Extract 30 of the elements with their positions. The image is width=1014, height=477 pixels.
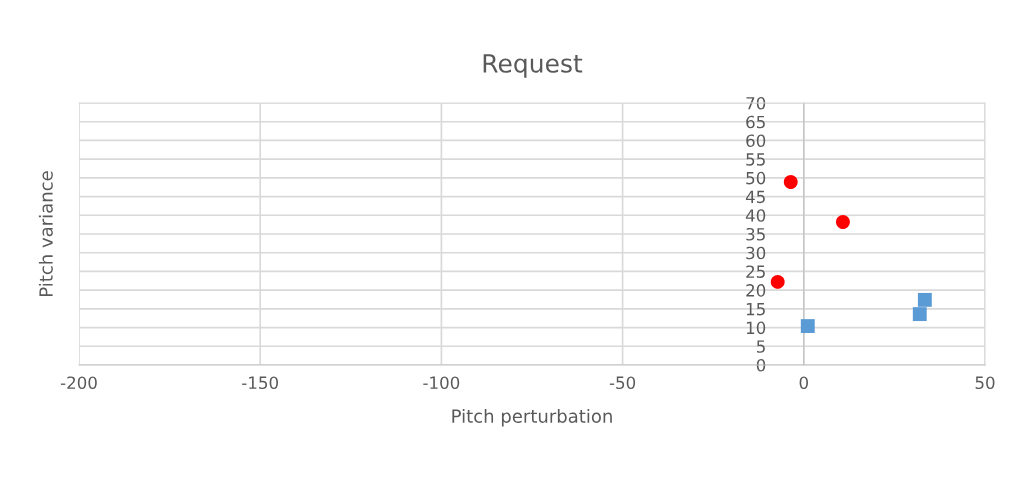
y-tick-label: 20 — [746, 284, 766, 297]
chart-title: Request — [483, 54, 583, 78]
point — [917, 292, 932, 307]
y-axis-title: Pitch variance — [38, 171, 53, 296]
x-tick-label: -50 — [609, 376, 636, 390]
x-tick-label: 50 — [975, 376, 995, 390]
point — [835, 215, 850, 229]
y-tick-label: 55 — [746, 153, 765, 166]
y-tick-label: 30 — [746, 246, 766, 260]
point — [770, 274, 785, 289]
y-tick-label: 65 — [746, 115, 765, 129]
y-tick-label: 5 — [756, 340, 765, 353]
x-tick-label: -100 — [423, 376, 460, 390]
x-tick-label: -200 — [60, 376, 97, 390]
point — [783, 175, 798, 189]
y-tick-label: 60 — [746, 134, 766, 147]
x-tick-label: -150 — [242, 376, 279, 390]
y-tick-label: 40 — [745, 209, 766, 222]
y-tick-label: 35 — [746, 227, 765, 241]
y-tick-label: 15 — [746, 303, 765, 316]
x-axis-title: Pitch perturbation — [452, 408, 612, 427]
x-tick-label: 0 — [799, 376, 808, 390]
y-tick-label: 50 — [746, 171, 766, 185]
y-tick-label: 25 — [746, 265, 765, 278]
y-tick-label: 0 — [756, 358, 766, 372]
y-tick-label: 45 — [745, 190, 765, 204]
point — [912, 307, 927, 322]
y-tick-label: 10 — [746, 321, 766, 335]
y-tick-label: 70 — [746, 96, 766, 110]
point — [800, 319, 815, 334]
